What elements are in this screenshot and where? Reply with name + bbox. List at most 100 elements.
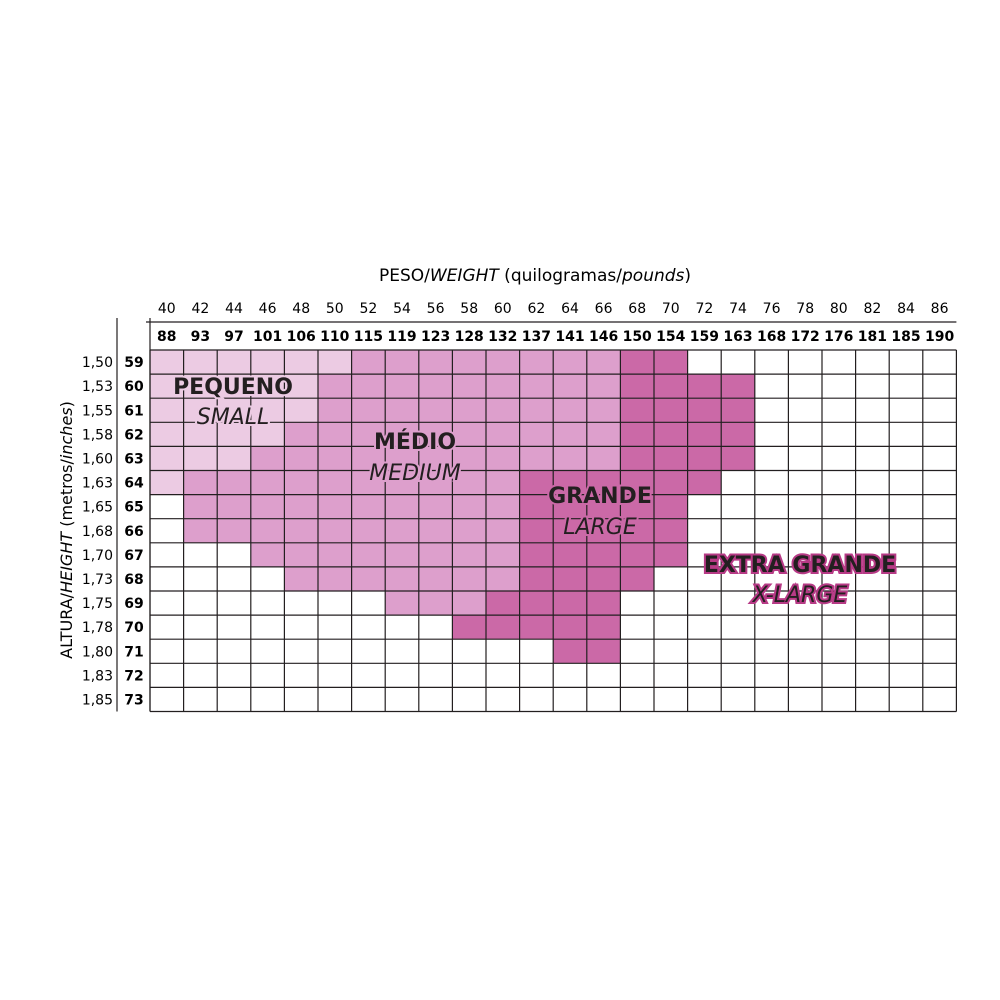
size-cell bbox=[654, 494, 688, 519]
size-cell bbox=[889, 494, 923, 519]
size-label-en: MEDIUM bbox=[369, 461, 460, 486]
size-cell bbox=[620, 639, 654, 664]
size-cell bbox=[788, 591, 822, 616]
size-cell bbox=[486, 663, 520, 688]
size-cell bbox=[385, 350, 419, 375]
size-cell bbox=[687, 663, 722, 688]
size-cell bbox=[519, 518, 554, 543]
size-cell bbox=[284, 591, 318, 616]
size-cell bbox=[788, 446, 822, 471]
size-cell bbox=[586, 615, 621, 640]
weight-lb-tick: 93 bbox=[191, 329, 210, 345]
size-cell bbox=[855, 542, 890, 567]
weight-lb-tick: 101 bbox=[253, 329, 282, 345]
size-cell bbox=[654, 687, 688, 712]
size-cell bbox=[620, 494, 654, 519]
size-cell bbox=[620, 687, 654, 712]
height-m-labels: 1,50 1,53 1,55 1,58 1,60 1,63 1,65 1,68 1,70 1,73… bbox=[82, 355, 113, 708]
size-cell bbox=[586, 639, 621, 664]
size-cell bbox=[183, 518, 218, 543]
size-cell bbox=[284, 422, 318, 447]
size-cell bbox=[788, 542, 822, 567]
size-cell bbox=[553, 518, 587, 543]
size-cell bbox=[922, 591, 957, 616]
size-cell bbox=[183, 470, 218, 495]
size-cell bbox=[922, 687, 957, 712]
size-cell bbox=[519, 687, 554, 712]
weight-kg-tick: 44 bbox=[225, 301, 243, 317]
size-cell bbox=[654, 542, 688, 567]
size-cell bbox=[486, 687, 520, 712]
size-cell bbox=[721, 518, 755, 543]
size-cell bbox=[721, 663, 755, 688]
size-cell bbox=[351, 542, 386, 567]
size-cell bbox=[519, 494, 554, 519]
size-label: MÉDIO bbox=[374, 429, 456, 455]
size-cell bbox=[922, 494, 957, 519]
weight-lb-tick: 150 bbox=[623, 329, 652, 345]
size-cell bbox=[687, 398, 722, 423]
size-cell bbox=[922, 566, 957, 591]
size-cell bbox=[217, 494, 251, 519]
size-cell bbox=[687, 350, 722, 375]
size-cell bbox=[654, 374, 688, 399]
size-cell bbox=[385, 663, 419, 688]
size-cell bbox=[553, 591, 587, 616]
size-cell bbox=[519, 350, 554, 375]
size-cell bbox=[687, 518, 722, 543]
size-cell bbox=[452, 663, 486, 688]
weight-kg-tick: 46 bbox=[259, 301, 277, 317]
size-cell bbox=[687, 591, 722, 616]
weight-kg-tick: 82 bbox=[863, 301, 881, 317]
size-cell bbox=[788, 398, 822, 423]
size-cell bbox=[452, 542, 486, 567]
height-m-tick: 1,85 bbox=[82, 692, 113, 708]
height-in-tick: 62 bbox=[124, 427, 143, 443]
size-cell bbox=[318, 398, 352, 423]
size-cell bbox=[620, 615, 654, 640]
size-cell bbox=[855, 350, 890, 375]
size-cell bbox=[889, 422, 923, 447]
size-cell bbox=[620, 518, 654, 543]
size-cell bbox=[553, 398, 587, 423]
height-m-tick: 1,65 bbox=[82, 500, 113, 516]
size-cell bbox=[687, 566, 722, 591]
size-cell bbox=[250, 663, 285, 688]
size-cell bbox=[822, 374, 856, 399]
size-label-en: SMALL bbox=[197, 405, 270, 430]
size-cell bbox=[754, 446, 789, 471]
size-cell bbox=[654, 663, 688, 688]
weight-lb-tick: 176 bbox=[824, 329, 853, 345]
size-cell bbox=[351, 615, 386, 640]
size-cell bbox=[217, 639, 251, 664]
size-cell bbox=[217, 687, 251, 712]
size-cell bbox=[284, 687, 318, 712]
size-cell bbox=[889, 374, 923, 399]
size-cell bbox=[385, 470, 419, 495]
size-cell bbox=[654, 566, 688, 591]
size-cell bbox=[855, 446, 890, 471]
size-cell bbox=[150, 470, 184, 495]
weight-kg-tick: 86 bbox=[931, 301, 949, 317]
size-cell bbox=[250, 566, 285, 591]
size-cell bbox=[822, 518, 856, 543]
size-cell bbox=[519, 566, 554, 591]
size-cell bbox=[654, 350, 688, 375]
size-cell bbox=[418, 518, 453, 543]
size-cell bbox=[351, 591, 386, 616]
size-cell bbox=[586, 422, 621, 447]
size-cell bbox=[754, 350, 789, 375]
size-cell bbox=[721, 398, 755, 423]
size-cell bbox=[855, 518, 890, 543]
size-cell bbox=[452, 518, 486, 543]
size-cell bbox=[217, 663, 251, 688]
size-cell bbox=[452, 398, 486, 423]
size-cell bbox=[754, 566, 789, 591]
size-cell bbox=[351, 663, 386, 688]
weight-lb-tick: 132 bbox=[488, 329, 517, 345]
height-in-tick: 65 bbox=[124, 500, 143, 516]
height-m-tick: 1,80 bbox=[82, 644, 113, 660]
size-cell bbox=[486, 518, 520, 543]
size-cell bbox=[586, 446, 621, 471]
